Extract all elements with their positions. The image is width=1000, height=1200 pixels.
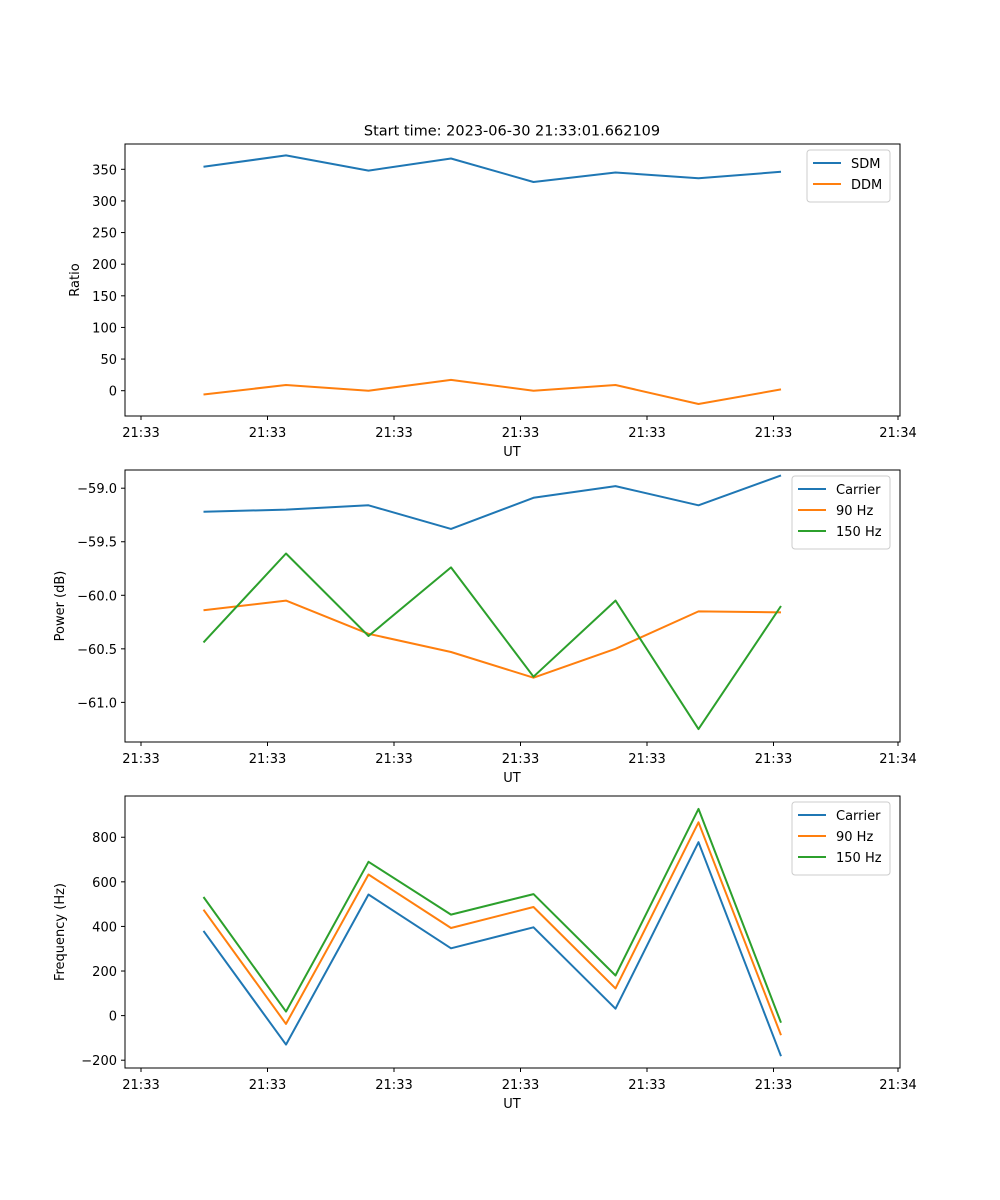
x-tick-label: 21:33 bbox=[502, 1078, 539, 1093]
y-tick-label: 200 bbox=[92, 965, 117, 980]
x-tick-label: 21:34 bbox=[879, 752, 916, 767]
y-tick-label: 600 bbox=[92, 876, 117, 891]
x-tick-label: 21:33 bbox=[628, 752, 665, 767]
x-axis-label: UT bbox=[503, 445, 521, 460]
x-tick-label: 21:33 bbox=[375, 752, 412, 767]
legend-label: DDM bbox=[851, 178, 882, 193]
series-line-150-hz bbox=[202, 552, 782, 731]
legend-label: 90 Hz bbox=[836, 830, 873, 845]
x-tick-label: 21:33 bbox=[375, 426, 412, 441]
legend: SDM DDM bbox=[806, 149, 891, 203]
y-tick-label: −59.5 bbox=[77, 536, 117, 551]
x-tick-label: 21:33 bbox=[122, 426, 159, 441]
x-tick-label: 21:33 bbox=[249, 752, 286, 767]
series-line-150-hz bbox=[202, 807, 782, 1024]
y-tick-label: −60.0 bbox=[77, 589, 117, 604]
series-line-90-hz bbox=[203, 599, 782, 679]
y-axis-label: Power (dB) bbox=[53, 571, 68, 642]
panel-1: 0 50 100 150 200 250 300 350 21:33 21:33 21:33 21:3… bbox=[68, 143, 917, 460]
series-line-carrier bbox=[203, 474, 782, 530]
y-axis-label: Frequency (Hz) bbox=[53, 883, 68, 981]
x-tick-label: 21:33 bbox=[628, 426, 665, 441]
legend-label: Carrier bbox=[836, 483, 881, 498]
x-tick-label: 21:33 bbox=[502, 426, 539, 441]
y-tick-label: 250 bbox=[92, 227, 117, 242]
y-tick-label: 300 bbox=[92, 195, 117, 210]
y-axis-label: Ratio bbox=[68, 263, 83, 296]
panel-2: −59.0 −59.5 −60.0 −60.5 −61.0 21:33 21:33 21:33… bbox=[53, 469, 917, 786]
series-line-90-hz bbox=[202, 821, 782, 1036]
y-tick-label: 0 bbox=[109, 1010, 117, 1025]
series-line-carrier bbox=[202, 841, 782, 1057]
x-tick-label: 21:33 bbox=[122, 752, 159, 767]
legend-label: 150 Hz bbox=[836, 851, 882, 866]
x-axis-label: UT bbox=[503, 771, 521, 786]
x-tick-label: 21:33 bbox=[122, 1078, 159, 1093]
x-tick-label: 21:33 bbox=[628, 1078, 665, 1093]
y-tick-label: 800 bbox=[92, 831, 117, 846]
y-tick-label: −61.0 bbox=[77, 696, 117, 711]
y-tick-label: 400 bbox=[92, 920, 117, 935]
y-tick-label: −60.5 bbox=[77, 643, 117, 658]
x-tick-label: 21:33 bbox=[249, 426, 286, 441]
y-tick-label: −200 bbox=[81, 1054, 117, 1069]
plot-frame bbox=[124, 795, 901, 1069]
x-tick-label: 21:33 bbox=[502, 752, 539, 767]
legend-label: 90 Hz bbox=[836, 504, 873, 519]
y-tick-label: 200 bbox=[92, 258, 117, 273]
panel-3: −200 0 200 400 600 800 21:33 21:33 21:33 21:33 21:… bbox=[53, 795, 917, 1112]
x-tick-label: 21:33 bbox=[375, 1078, 412, 1093]
x-tick-label: 21:33 bbox=[755, 1078, 792, 1093]
plot-frame bbox=[124, 469, 901, 743]
y-tick-label: 350 bbox=[92, 163, 117, 178]
x-tick-label: 21:33 bbox=[249, 1078, 286, 1093]
x-tick-label: 21:33 bbox=[755, 752, 792, 767]
x-tick-label: 21:34 bbox=[879, 426, 916, 441]
x-tick-label: 21:34 bbox=[879, 1078, 916, 1093]
legend: Carrier 90 Hz 150 Hz bbox=[791, 475, 891, 550]
y-tick-label: 100 bbox=[92, 321, 117, 336]
legend-label: SDM bbox=[851, 157, 880, 172]
y-tick-label: 150 bbox=[92, 290, 117, 305]
legend-label: 150 Hz bbox=[836, 525, 882, 540]
legend: Carrier 90 Hz 150 Hz bbox=[791, 801, 891, 876]
series-line-ddm bbox=[203, 378, 782, 405]
y-tick-label: 50 bbox=[100, 353, 117, 368]
figure-title: Start time: 2023-06-30 21:33:01.662109 bbox=[364, 124, 660, 140]
plot-frame bbox=[124, 143, 901, 417]
legend-label: Carrier bbox=[836, 809, 881, 824]
x-axis-label: UT bbox=[503, 1097, 521, 1112]
y-tick-label: −59.0 bbox=[77, 482, 117, 497]
panels: 0 50 100 150 200 250 300 350 21:33 21:33 21:33 21:3… bbox=[53, 143, 917, 1112]
x-tick-label: 21:33 bbox=[755, 426, 792, 441]
y-tick-label: 0 bbox=[109, 385, 117, 400]
series-line-sdm bbox=[203, 154, 782, 183]
